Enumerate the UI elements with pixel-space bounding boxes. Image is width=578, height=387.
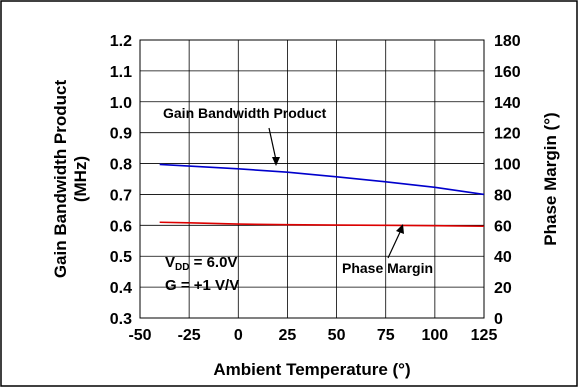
y-right-tick-label: 100 [494, 157, 521, 174]
x-axis-ticks: -50 -25 0 25 50 75 100 125 [128, 327, 497, 344]
y-left-axis-ticks: 0.3 0.4 0.5 0.6 0.7 0.8 0.9 1.0 1.1 1.2 [110, 33, 132, 328]
y-right-tick-label: 180 [494, 33, 521, 50]
y-left-tick-label: 0.3 [110, 311, 132, 328]
y-left-tick-label: 0.4 [110, 280, 132, 297]
x-axis-title: Ambient Temperature (°) [213, 360, 410, 379]
y-left-tick-label: 1.2 [110, 33, 132, 50]
y-left-tick-label: 1.0 [110, 95, 132, 112]
x-tick-label: 125 [471, 327, 498, 344]
y-right-tick-label: 0 [494, 311, 503, 328]
y-left-tick-label: 0.7 [110, 187, 132, 204]
y-right-tick-label: 140 [494, 95, 521, 112]
x-tick-label: 50 [328, 327, 346, 344]
condition-gain: G = +1 V/V [165, 277, 239, 294]
y-left-tick-label: 0.9 [110, 126, 132, 143]
y-right-tick-label: 120 [494, 126, 521, 143]
pm-annotation-arrow [387, 229, 402, 259]
phase-margin-series-line [159, 221, 485, 228]
series-layer [159, 163, 485, 228]
gbw-annotation-label: Gain Bandwidth Product [163, 105, 327, 121]
y-right-tick-label: 160 [494, 64, 521, 81]
y-left-axis-title-line1: Gain Bandwidth Product [51, 80, 70, 279]
condition-vdd: VDD = 6.0V [165, 254, 237, 273]
y-left-tick-label: 0.6 [110, 218, 132, 235]
plot-area [139, 39, 485, 319]
y-left-tick-label: 1.1 [110, 64, 132, 81]
y-left-tick-label: 0.8 [110, 157, 132, 174]
y-left-tick-label: 0.5 [110, 249, 132, 266]
gbw-annotation-arrow [268, 127, 277, 161]
gbw-series-line [159, 163, 485, 196]
y-right-axis-ticks: 0 20 40 60 80 100 120 140 160 180 [494, 33, 521, 328]
x-tick-label: -25 [178, 327, 201, 344]
x-tick-label: 75 [377, 327, 395, 344]
pm-annotation-arrowhead [396, 224, 404, 234]
y-right-axis-title: Phase Margin (°) [541, 112, 560, 245]
x-tick-label: -50 [128, 327, 151, 344]
x-tick-label: 100 [422, 327, 449, 344]
y-right-tick-label: 20 [494, 280, 512, 297]
pm-annotation-label: Phase Margin [342, 260, 433, 276]
y-right-tick-label: 40 [494, 249, 512, 266]
gbw-annotation-arrowhead [272, 157, 280, 166]
x-tick-label: 25 [279, 327, 297, 344]
y-left-axis-title-line2: (MHz) [71, 156, 90, 202]
y-right-tick-label: 60 [494, 218, 512, 235]
y-right-tick-label: 80 [494, 187, 512, 204]
x-tick-label: 0 [234, 327, 243, 344]
